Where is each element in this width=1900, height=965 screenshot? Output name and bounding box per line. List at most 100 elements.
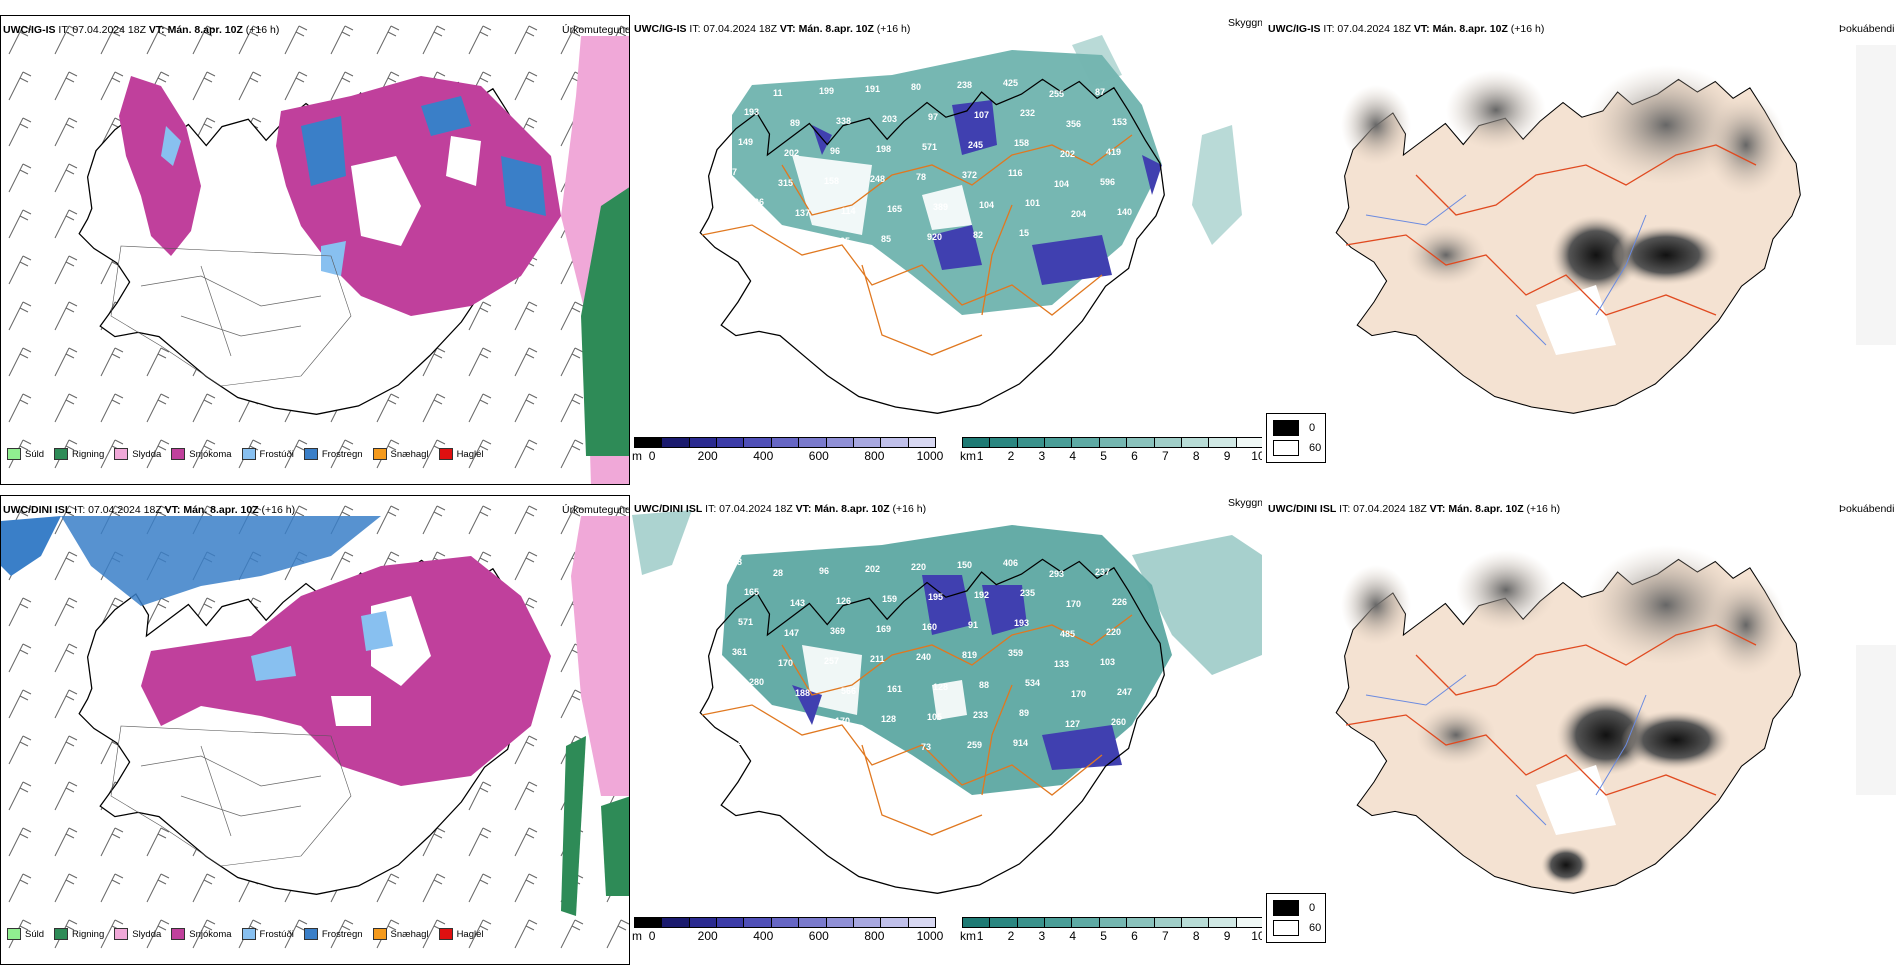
ceiling-value: 369	[830, 626, 845, 636]
colorbar-unit: km	[960, 929, 976, 943]
ceiling-value: 89	[1019, 708, 1029, 718]
fog-panel-top: UWC/IG-IS IT: 07.04.2024 18Z VT: Mán. 8.…	[1266, 15, 1896, 485]
ceiling-cells	[634, 437, 936, 448]
colorbar-cell	[799, 918, 827, 927]
ceiling-value: 128	[881, 714, 896, 724]
cloud-panel-bottom: 418 28 96 202 220 150 406 293 237 165 143 126 159 195…	[632, 495, 1262, 965]
ceiling-value: 121	[789, 718, 804, 728]
colorbar-cell	[744, 438, 772, 447]
colorbar-tick: 7	[1162, 929, 1169, 943]
colorbar-cell	[635, 918, 663, 927]
colorbar-tick: 400	[753, 929, 774, 943]
vis-ticks: km 1 2 3 4 5 6 7 8 9 10	[960, 448, 1262, 463]
fog-swatch-0	[1273, 420, 1299, 436]
ceiling-value: 137	[795, 208, 810, 218]
ceiling-value: 165	[744, 587, 759, 597]
ceiling-value: 230	[743, 227, 758, 237]
vis-cells	[962, 437, 1262, 448]
legend-item: Rigning	[54, 448, 104, 460]
ceiling-value: 89	[790, 118, 800, 128]
fog-map-bottom	[1335, 545, 1896, 894]
ceiling-value: 160	[922, 622, 937, 632]
colorbar-tick: 3	[1038, 449, 1046, 463]
colorbar-tick: 0	[648, 449, 656, 463]
legend-item: Frostúði	[241, 448, 294, 460]
ceiling-value: 237	[1095, 567, 1110, 577]
fog-swatch-60	[1273, 920, 1299, 936]
ceiling-value: 150	[957, 560, 972, 570]
colorbar-tick: 200	[697, 449, 718, 463]
fog-title-bottom: UWC/DINI ISL IT: 07.04.2024 18Z VT: Mán.…	[1268, 503, 1561, 515]
colorbar-cell	[662, 918, 690, 927]
colorbar-cell	[908, 918, 935, 927]
precip-panel-bottom: UWC/DINI ISL IT: 07.04.2024 18Z VT: Mán.…	[0, 495, 630, 965]
colorbar-cell	[717, 438, 745, 447]
ceiling-value: 158	[824, 176, 839, 186]
ceiling-value: 248	[870, 174, 885, 184]
ceiling-value: 127	[1065, 719, 1080, 729]
fog-swatch-60	[1273, 440, 1299, 456]
fog-panel-bottom: UWC/DINI ISL IT: 07.04.2024 18Z VT: Mán.…	[1266, 495, 1896, 965]
legend-swatch	[303, 928, 318, 940]
cloud-panel-top: 179 11 199 191 80 238 425 255 87 193 89 338 203 97 107…	[632, 15, 1262, 485]
colorbar-cell	[1154, 918, 1182, 927]
ceiling-value: 126	[836, 596, 851, 606]
legend-item: Frostúði	[241, 928, 294, 940]
ceiling-value: 315	[778, 178, 793, 188]
ceiling-ticks: m 0 200 400 600 800 1000	[632, 448, 943, 463]
ceiling-value: 11	[773, 88, 783, 98]
ceiling-value: 920	[927, 232, 942, 242]
colorbar-cell	[990, 438, 1018, 447]
colorbar-cell	[662, 438, 690, 447]
precip-label-bottom: Úrkomutegund	[562, 504, 630, 516]
ceiling-value: 245	[968, 140, 983, 150]
ceiling-value: 96	[819, 566, 829, 576]
colorbar-tick: 10	[1251, 449, 1262, 463]
ceiling-value: 356	[1066, 119, 1081, 129]
colorbar-unit: m	[632, 929, 642, 943]
cloud-title-bottom: UWC/DINI ISL IT: 07.04.2024 18Z VT: Mán.…	[634, 503, 927, 515]
colorbar-cell	[826, 918, 854, 927]
ceiling-value: 107	[974, 110, 989, 120]
ceiling-value: 188	[795, 688, 810, 698]
vis-ticks: km 1 2 3 4 5 6 7 8 9 10	[960, 928, 1262, 943]
colorbar-cell	[771, 438, 800, 447]
legend-item: Slydda	[114, 448, 161, 460]
legend-item: Slydda	[114, 928, 161, 940]
colorbar-cell	[1017, 438, 1046, 447]
ceiling-value: 116	[1008, 168, 1023, 178]
ceiling-value: 191	[865, 84, 880, 94]
precip-legend-bottom: Súld Rigning Slydda Snjókoma Frostúði Frostre…	[7, 928, 484, 940]
colorbar-cell	[1017, 918, 1046, 927]
legend-item: Súld	[7, 448, 44, 460]
ceiling-value: 193	[744, 107, 759, 117]
colorbar-cell	[1209, 918, 1237, 927]
legend-swatch	[241, 448, 256, 460]
colorbar-unit: m	[632, 449, 642, 463]
ceiling-value: 158	[1014, 138, 1029, 148]
legend-item: Frostregn	[303, 448, 363, 460]
ceiling-value: 204	[1071, 209, 1086, 219]
colorbar-cell	[689, 918, 718, 927]
legend-item: Snjókoma	[171, 928, 232, 940]
ceiling-ticks: m 0 200 400 600 800 1000	[632, 928, 943, 943]
ceiling-value: 73	[921, 742, 931, 752]
colorbar-tick: 8	[1192, 929, 1200, 943]
ceiling-value: 192	[789, 238, 804, 248]
cloud-map-top: 179 11 199 191 80 238 425 255 87 193 89 338 203 97 107…	[699, 35, 1242, 414]
colorbar-tick: 200	[697, 929, 718, 943]
ceiling-value: 238	[957, 80, 972, 90]
ceiling-colorbar-bottom: m 0 200 400 600 800 1000	[632, 917, 943, 943]
ceiling-value: 170	[1066, 599, 1081, 609]
ceiling-value: 192	[974, 590, 989, 600]
legend-item: Snjókoma	[171, 448, 232, 460]
colorbar-tick: 5	[1100, 449, 1107, 463]
ceiling-value: 149	[738, 137, 753, 147]
ceiling-value: 202	[784, 148, 799, 158]
ceiling-value: 165	[887, 204, 902, 214]
colorbar-tick: 4	[1069, 929, 1077, 943]
legend-swatch	[372, 928, 387, 940]
colorbar-cell	[881, 438, 909, 447]
colorbar-cell	[826, 438, 854, 447]
legend-item: Rigning	[54, 928, 104, 940]
